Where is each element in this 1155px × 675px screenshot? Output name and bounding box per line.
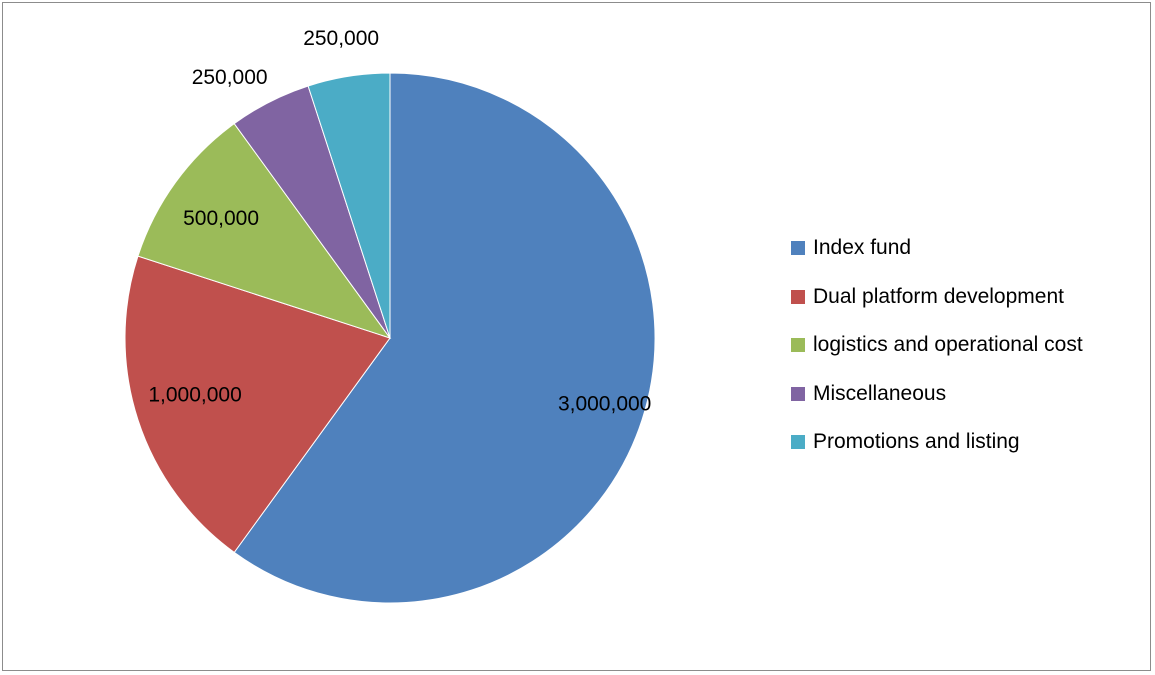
legend-item: Miscellaneous: [791, 370, 1151, 419]
legend-label: Index fund: [813, 236, 912, 260]
data-label-3: 500,000: [183, 207, 259, 230]
data-label-5: 250,000: [303, 27, 379, 50]
pie-slice-3: [137, 122, 392, 339]
legend-swatch: [791, 386, 805, 401]
legend-label: Miscellaneous: [813, 381, 947, 405]
data-label-1: 3,000,000: [558, 393, 651, 416]
pie-slice-5: [307, 72, 391, 339]
legend-label: Promotions and listing: [813, 430, 1020, 454]
legend: Index fund Dual platform development logis…: [791, 224, 1151, 467]
pie-slice-1: [233, 72, 656, 604]
legend-label: logistics and operational cost: [813, 333, 1083, 357]
pie-data-labels: 3,000,000 1,000,000 500,000 250,000 250,000: [148, 27, 651, 416]
legend-swatch: [791, 338, 805, 353]
legend-swatch: [791, 435, 805, 450]
data-label-2: 1,000,000: [148, 384, 241, 407]
legend-item: logistics and operational cost: [791, 321, 1151, 370]
legend-swatch: [791, 289, 805, 304]
legend-item: Promotions and listing: [791, 418, 1151, 467]
data-label-4: 250,000: [192, 66, 268, 89]
legend-swatch: [791, 241, 805, 256]
legend-label: Dual platform development: [813, 284, 1064, 308]
legend-item: Dual platform development: [791, 273, 1151, 322]
legend-item: Index fund: [791, 224, 1151, 273]
pie-slice-2: [124, 255, 391, 554]
pie-slices: [124, 72, 656, 604]
